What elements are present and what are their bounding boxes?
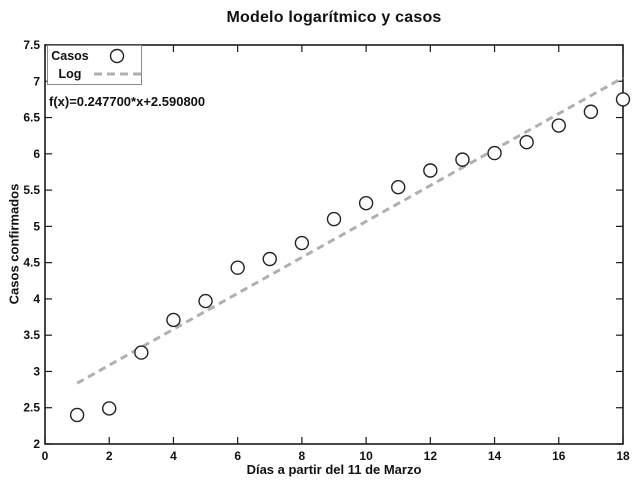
y-tick-label: 2.5 xyxy=(23,401,40,415)
legend-casos-marker xyxy=(109,48,124,64)
y-tick-label: 6.5 xyxy=(23,111,40,125)
data-point xyxy=(326,211,342,227)
x-tick-label: 12 xyxy=(424,449,438,463)
data-point xyxy=(262,251,277,267)
x-tick-label: 8 xyxy=(299,449,306,463)
fit-line xyxy=(76,76,624,385)
legend-label-log: Log xyxy=(58,67,82,81)
data-point xyxy=(102,401,117,416)
chart-title: Modelo logarítmico y casos xyxy=(226,9,442,26)
y-tick-label: 3 xyxy=(33,364,40,378)
data-point xyxy=(519,135,534,150)
data-point xyxy=(69,407,85,423)
y-tick-label: 7.5 xyxy=(23,38,40,52)
data-point xyxy=(391,179,406,195)
x-tick-label: 10 xyxy=(359,449,373,463)
y-tick-label: 4.5 xyxy=(23,256,40,270)
x-tick-label: 14 xyxy=(488,449,502,463)
dashed-line-icon xyxy=(93,72,141,76)
x-tick-label: 16 xyxy=(552,449,566,463)
legend-label-casos: Casos xyxy=(51,49,89,63)
data-point xyxy=(134,345,149,360)
data-point xyxy=(583,104,599,119)
y-tick-label: 5.5 xyxy=(23,183,40,197)
fit-equation: f(x)=0.247700*x+2.590800 xyxy=(49,94,206,109)
y-tick-label: 3.5 xyxy=(23,328,40,342)
log-line-sample xyxy=(92,66,141,82)
y-axis-label: Casos confirmados xyxy=(6,183,22,305)
legend: Casos Log xyxy=(47,45,142,85)
y-tick-label: 5 xyxy=(33,219,40,233)
x-tick-label: 6 xyxy=(234,449,241,463)
data-point xyxy=(615,92,631,107)
y-tick-label: 7 xyxy=(33,74,40,88)
data-point xyxy=(455,152,470,167)
x-tick-label: 2 xyxy=(106,449,113,463)
data-point xyxy=(230,260,245,275)
data-point xyxy=(358,195,374,211)
x-axis-label: Días a partir del 11 de Marzo xyxy=(246,462,422,477)
data-point xyxy=(294,235,310,251)
plot-box xyxy=(44,44,624,445)
legend-item-casos: Casos xyxy=(48,47,141,65)
x-tick-label: 0 xyxy=(42,449,49,463)
x-tick-label: 18 xyxy=(616,449,630,463)
open-circle-icon xyxy=(109,48,124,64)
data-point xyxy=(198,293,213,309)
y-tick-label: 6 xyxy=(33,147,40,161)
data-point xyxy=(166,312,181,328)
x-tick-label: 4 xyxy=(170,449,177,463)
data-point xyxy=(423,163,438,178)
y-tick-label: 4 xyxy=(33,292,40,306)
data-point xyxy=(551,118,566,133)
y-tick-label: 2 xyxy=(33,437,40,451)
legend-item-log: Log xyxy=(48,65,141,83)
data-point xyxy=(487,145,502,161)
casos-marker-sample xyxy=(92,48,141,64)
